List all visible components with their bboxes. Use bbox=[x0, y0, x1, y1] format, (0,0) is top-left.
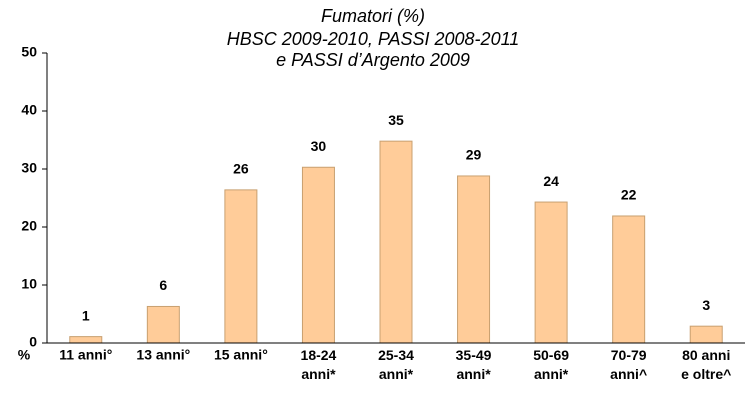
bar bbox=[69, 336, 103, 344]
bar bbox=[612, 215, 646, 344]
y-tick-label: 0 bbox=[29, 334, 37, 350]
y-tick-label: 30 bbox=[21, 160, 37, 176]
bar bbox=[689, 325, 723, 344]
bar bbox=[301, 166, 335, 344]
data-label: 3 bbox=[702, 297, 710, 313]
x-tick-label: 70-79 anni^ bbox=[610, 347, 647, 382]
x-tick-label: 15 anni° bbox=[214, 347, 268, 363]
data-label: 22 bbox=[621, 187, 637, 203]
y-tick-label: 40 bbox=[21, 102, 37, 118]
bar bbox=[379, 140, 413, 344]
x-tick-label: 25-34 anni* bbox=[378, 347, 414, 382]
bar bbox=[534, 201, 568, 344]
data-label: 26 bbox=[233, 161, 249, 177]
y-axis-label: % bbox=[18, 347, 31, 363]
data-label: 30 bbox=[311, 138, 327, 154]
y-tick-label: 10 bbox=[21, 276, 37, 292]
chart-title: Fumatori (%) bbox=[321, 6, 425, 26]
y-tick-label: 20 bbox=[21, 218, 37, 234]
bar bbox=[146, 305, 180, 344]
x-tick-label: 13 anni° bbox=[136, 347, 190, 363]
x-tick-label: 80 anni e oltre^ bbox=[681, 347, 731, 382]
x-tick-label: 11 anni° bbox=[59, 347, 112, 363]
bar bbox=[224, 189, 258, 344]
chart-subtitle: HBSC 2009-2010, PASSI 2008-2011 e PASSI d… bbox=[227, 29, 520, 70]
x-tick-label: 50-69 anni* bbox=[533, 347, 569, 382]
data-label: 29 bbox=[466, 147, 482, 163]
data-label: 35 bbox=[388, 112, 404, 128]
data-label: 24 bbox=[543, 173, 559, 189]
x-tick-label: 18-24 anni* bbox=[301, 347, 337, 382]
data-label: 1 bbox=[82, 307, 90, 323]
y-tick-label: 50 bbox=[21, 44, 37, 60]
data-label: 6 bbox=[159, 277, 167, 293]
bar bbox=[457, 175, 491, 344]
x-tick-label: 35-49 anni* bbox=[456, 347, 492, 382]
